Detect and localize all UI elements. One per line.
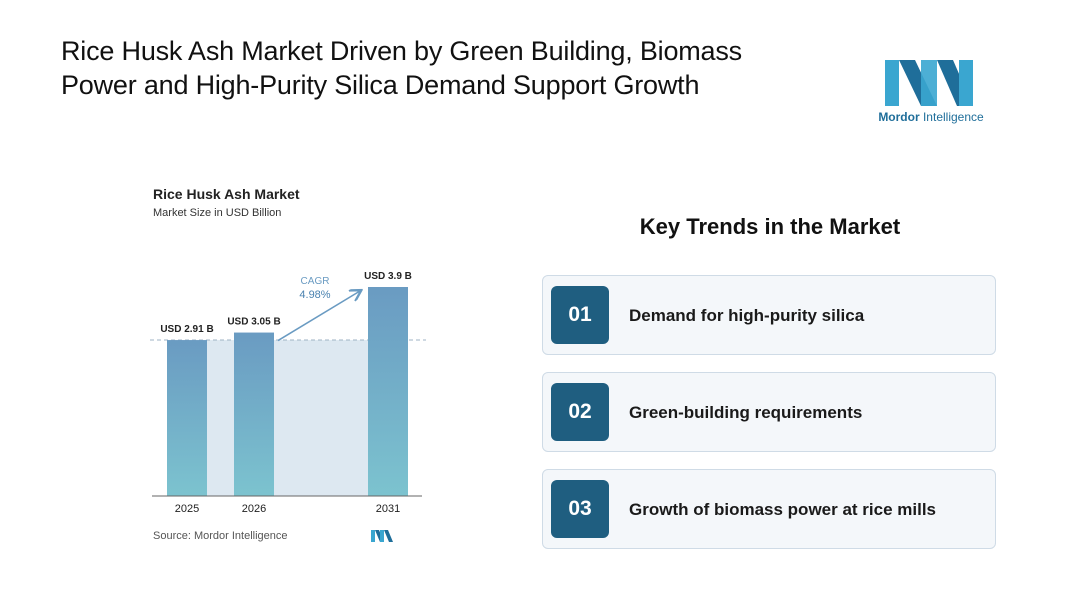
cagr-arrow [277,291,360,342]
trend-number-badge: 01 [551,286,609,344]
data-label-2031: USD 3.9 B [364,271,412,282]
chart-title: Rice Husk Ash Market [153,186,300,202]
page-title: Rice Husk Ash Market Driven by Green Bui… [61,34,821,102]
x-tick-label-2026: 2026 [242,503,266,515]
trend-number-badge: 02 [551,383,609,441]
bar-2031 [368,287,408,496]
data-label-2025: USD 2.91 B [160,324,213,335]
cagr-label: CAGR [301,276,330,287]
x-tick-label-2031: 2031 [376,503,400,515]
trend-text: Growth of biomass power at rice mills [629,499,937,519]
chart-band [207,340,368,496]
trend-number-badge: 03 [551,480,609,538]
brand-name: Mordor Intelligence [878,110,984,124]
x-tick-label-2025: 2025 [175,503,199,515]
trend-card-2: 02 Green-building requirements [542,372,996,452]
data-label-2026: USD 3.05 B [227,317,280,328]
source-note: Source: Mordor Intelligence [153,530,288,542]
mordor-intelligence-logo-icon [885,60,973,106]
page-title-line-2: Power and High-Purity Silica Demand Supp… [61,70,700,100]
market-size-bar-chart: USD 2.91 B 2025 USD 3.05 B 2026 USD 3.9 B 203… [150,271,426,515]
page-title-line-1: Rice Husk Ash Market Driven by Green Bui… [61,36,742,66]
key-trends-title: Key Trends in the Market [639,214,901,239]
mordor-mini-logo-icon [371,530,393,542]
trend-card-3: 03 Growth of biomass power at rice mills [542,469,996,549]
cagr-value: 4.98% [299,289,330,301]
trend-text: Demand for high-purity silica [629,305,865,325]
bar-2026 [234,332,274,496]
trend-text: Green-building requirements [629,402,863,422]
bar-2025 [167,340,207,496]
chart-subtitle: Market Size in USD Billion [153,207,282,219]
trend-card-1: 01 Demand for high-purity silica [542,275,996,355]
